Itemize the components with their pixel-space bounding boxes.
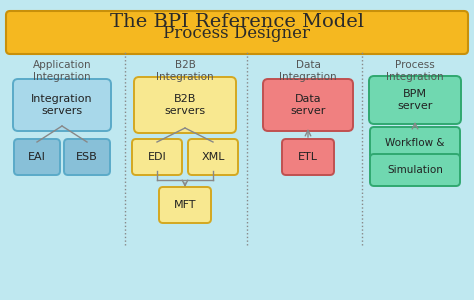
FancyBboxPatch shape <box>282 139 334 175</box>
Text: XML: XML <box>201 152 225 162</box>
FancyBboxPatch shape <box>14 139 60 175</box>
FancyBboxPatch shape <box>159 187 211 223</box>
FancyBboxPatch shape <box>263 79 353 131</box>
Text: Integration
servers: Integration servers <box>31 94 93 116</box>
FancyBboxPatch shape <box>370 127 460 159</box>
Text: The BPI Reference Model: The BPI Reference Model <box>110 13 364 31</box>
Text: Data
Integration: Data Integration <box>279 60 337 82</box>
FancyBboxPatch shape <box>6 11 468 54</box>
Text: B2B
Integration: B2B Integration <box>156 60 214 82</box>
Text: Data
server: Data server <box>290 94 326 116</box>
FancyBboxPatch shape <box>64 139 110 175</box>
Text: Workflow &: Workflow & <box>385 138 445 148</box>
Text: Application
Integration: Application Integration <box>33 60 91 82</box>
Text: MFT: MFT <box>174 200 196 210</box>
FancyBboxPatch shape <box>132 139 182 175</box>
Text: Process
Integration: Process Integration <box>386 60 444 82</box>
Text: ETL: ETL <box>298 152 318 162</box>
FancyBboxPatch shape <box>370 154 460 186</box>
Text: ESB: ESB <box>76 152 98 162</box>
Text: Process Designer: Process Designer <box>164 25 310 41</box>
Text: EAI: EAI <box>28 152 46 162</box>
Text: BPM
server: BPM server <box>397 89 433 111</box>
Text: Simulation: Simulation <box>387 165 443 175</box>
Text: EDI: EDI <box>147 152 166 162</box>
FancyBboxPatch shape <box>369 76 461 124</box>
Text: B2B
servers: B2B servers <box>164 94 206 116</box>
FancyBboxPatch shape <box>134 77 236 133</box>
FancyBboxPatch shape <box>13 79 111 131</box>
FancyBboxPatch shape <box>188 139 238 175</box>
